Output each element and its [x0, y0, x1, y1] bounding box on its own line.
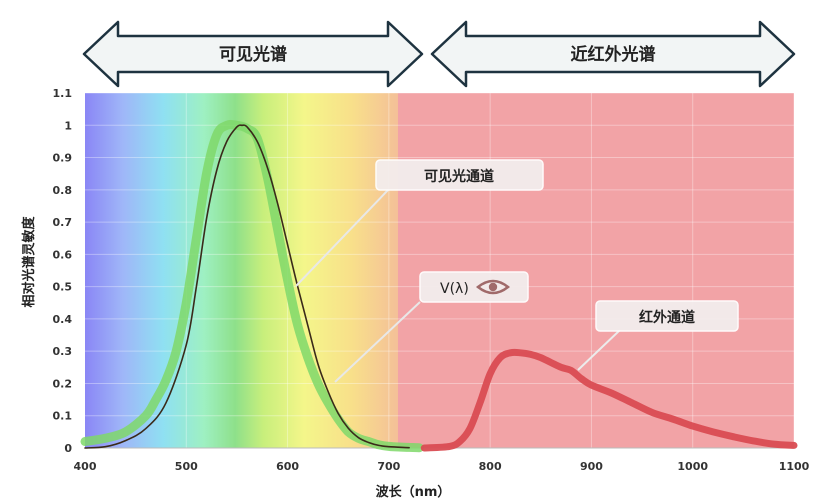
x-tick-label: 900 — [580, 460, 603, 473]
ir-channel-callout: 红外通道 — [577, 300, 739, 371]
x-tick-label: 400 — [74, 460, 97, 473]
v-lambda-leader — [334, 301, 421, 383]
visible-banner-label: 可见光谱 — [219, 44, 287, 65]
visible-channel-curve — [80, 119, 424, 453]
y-tick-label: 0.3 — [53, 345, 73, 358]
nir-spectrum-band — [398, 93, 794, 448]
visible-banner-arrow — [82, 20, 424, 88]
nir-banner-arrow — [430, 20, 796, 88]
axes: 400 500 600 700 800 900 1000 1100 0 0.1 0.2 0.3 0.4 0… — [53, 87, 810, 473]
ir-channel-curve — [420, 348, 798, 452]
y-tick-label: 0 — [64, 442, 72, 455]
nir-spectrum-banner: 近红外光谱 — [430, 20, 796, 88]
y-tick-label: 0.2 — [53, 377, 73, 390]
visible-channel-leader — [295, 189, 389, 287]
visible-channel-label: 可见光通道 — [424, 168, 494, 185]
visible-channel-box — [375, 159, 544, 191]
x-tick-label: 800 — [479, 460, 502, 473]
ir-channel-leader — [577, 329, 621, 371]
y-axis-title: 相对光谱灵敏度 — [21, 216, 37, 308]
v-lambda-curve — [84, 124, 410, 449]
y-tick-label: 0.5 — [53, 281, 73, 294]
x-tick-label: 1000 — [677, 460, 708, 473]
v-lambda-label: V(λ) — [440, 281, 469, 297]
y-tick-label: 0.8 — [53, 184, 73, 197]
y-tick-label: 0.4 — [53, 313, 73, 326]
eye-icon — [475, 279, 511, 295]
x-tick-label: 1100 — [779, 460, 810, 473]
visible-spectrum-banner: 可见光谱 — [82, 20, 424, 88]
visible-spectrum-band — [85, 93, 398, 448]
ir-channel-box — [595, 300, 739, 332]
y-tick-label: 1 — [64, 119, 72, 132]
x-tick-label: 600 — [276, 460, 299, 473]
v-lambda-box — [419, 271, 529, 303]
v-lambda-callout: V(λ) — [334, 271, 529, 383]
visible-channel-callout: 可见光通道 — [295, 159, 544, 287]
series-layer — [80, 119, 798, 453]
y-tick-label: 0.9 — [53, 152, 73, 165]
ir-channel-label: 红外通道 — [639, 309, 695, 326]
x-tick-label: 700 — [377, 460, 400, 473]
x-tick-label: 500 — [175, 460, 198, 473]
nir-banner-label: 近红外光谱 — [571, 44, 656, 65]
y-tick-label: 1.1 — [53, 87, 73, 100]
y-tick-label: 0.6 — [53, 248, 73, 261]
y-tick-label: 0.1 — [53, 410, 73, 423]
x-axis-title: 波长（nm） — [376, 484, 451, 500]
y-tick-label: 0.7 — [53, 216, 73, 229]
